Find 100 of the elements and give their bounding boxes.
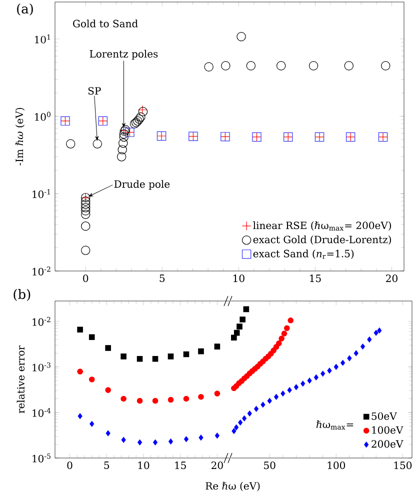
- point: [81, 210, 90, 219]
- point: [374, 330, 378, 336]
- point: [120, 396, 126, 402]
- x-tick-label: 10: [234, 274, 244, 282]
- point: [247, 410, 252, 416]
- point: [214, 432, 220, 439]
- point: [66, 139, 76, 148]
- chart-title: (b): [14, 289, 30, 301]
- point: [238, 420, 243, 426]
- point: [183, 396, 190, 402]
- point: [267, 398, 272, 404]
- point: [347, 355, 352, 362]
- point: [287, 387, 292, 393]
- point: [183, 351, 190, 358]
- point: [221, 61, 230, 70]
- y-tick-label: 10$^{1}$: [35, 34, 50, 44]
- point: [232, 428, 236, 434]
- y-tick-label: 10$^{-3}$: [32, 362, 50, 372]
- point: [320, 370, 326, 377]
- point: [118, 145, 127, 154]
- point: [198, 394, 204, 400]
- y-tick-label: 10$^{-2}$: [32, 316, 50, 326]
- point: [281, 330, 288, 336]
- point: [276, 340, 282, 346]
- point: [231, 334, 237, 341]
- point: [77, 368, 83, 374]
- point: [360, 344, 366, 350]
- point: [152, 398, 158, 404]
- x-tick-label: 15: [175, 462, 186, 470]
- point: [344, 61, 354, 70]
- y-tick-label: 10$^{-5}$: [32, 454, 50, 462]
- point: [152, 356, 158, 362]
- point: [377, 328, 382, 334]
- legend-label: exact Gold (Drude-Lorentz): [253, 236, 391, 245]
- point: [184, 436, 188, 442]
- point: [168, 396, 174, 403]
- point: [204, 62, 214, 72]
- point: [300, 380, 306, 387]
- x-tick-label: 100: [328, 462, 346, 470]
- x-tick-label: 50: [264, 462, 276, 470]
- x-tick-label: 0: [67, 462, 72, 470]
- x-tick-label: 5: [104, 462, 110, 469]
- point: [106, 430, 110, 436]
- point: [136, 356, 143, 362]
- point: [367, 336, 372, 342]
- point: [294, 384, 298, 390]
- point: [105, 345, 111, 351]
- annotation: SP: [88, 87, 101, 95]
- point: [314, 374, 318, 380]
- point: [236, 324, 242, 330]
- x-tick-label: 0: [83, 274, 88, 282]
- point: [246, 61, 256, 70]
- legend-label: 50eV: [372, 412, 397, 420]
- point: [334, 364, 338, 370]
- point: [136, 112, 146, 122]
- point: [198, 348, 204, 354]
- point: [153, 440, 158, 446]
- point: [88, 376, 95, 382]
- point: [116, 152, 126, 162]
- y-tick-label: 10$^{-2}$: [32, 266, 50, 276]
- point: [119, 129, 128, 139]
- point: [138, 440, 142, 446]
- point: [119, 132, 128, 142]
- x-axis-title: Re ℏω (eV): [206, 482, 260, 492]
- point: [340, 360, 346, 366]
- point: [288, 318, 294, 324]
- annotation: Gold to Sand: [73, 20, 138, 28]
- point: [307, 378, 312, 384]
- point: [260, 402, 266, 408]
- point: [90, 421, 94, 427]
- point: [280, 390, 286, 396]
- point: [168, 438, 174, 444]
- point: [168, 354, 174, 360]
- point: [105, 387, 111, 393]
- legend-title: ℏω$_{max}$=: [316, 420, 354, 430]
- point: [381, 61, 390, 70]
- point: [81, 222, 90, 231]
- point: [130, 119, 140, 128]
- legend-label: 100eV: [372, 426, 404, 434]
- point: [234, 424, 239, 430]
- x-tick-label: 15: [310, 274, 321, 282]
- annotation: Lorentz poles: [90, 50, 158, 60]
- y-tick-label: 10$^{-1}$: [32, 189, 50, 198]
- point: [234, 330, 240, 336]
- y-tick-label: 10$^{-4}$: [32, 408, 51, 417]
- point: [240, 316, 246, 322]
- point: [78, 413, 82, 420]
- chart-title: (a): [17, 3, 33, 16]
- point: [242, 416, 247, 422]
- point: [243, 306, 250, 312]
- legend-label: exact Sand (n$_{r}$=1.5): [253, 250, 354, 259]
- point: [120, 354, 126, 360]
- annotation: Drude pole: [114, 180, 170, 190]
- point: [254, 406, 259, 412]
- point: [81, 246, 90, 255]
- point: [81, 200, 90, 209]
- point: [121, 436, 126, 443]
- point: [308, 61, 318, 70]
- point: [136, 398, 143, 404]
- point: [118, 138, 128, 148]
